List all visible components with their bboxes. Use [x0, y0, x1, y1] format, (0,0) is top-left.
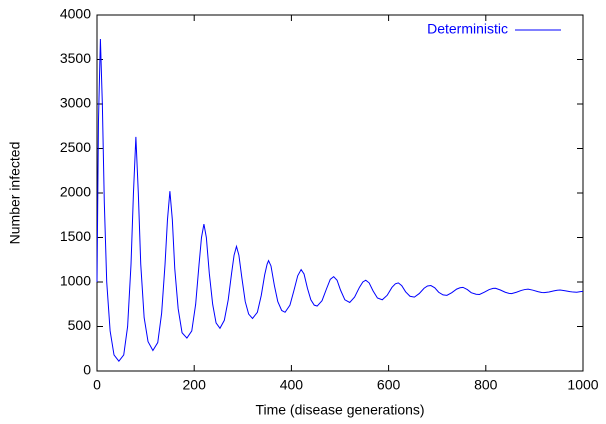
y-tick-label: 3000	[60, 95, 91, 111]
x-axis-label: Time (disease generations)	[255, 402, 424, 418]
x-tick-label: 200	[183, 377, 207, 393]
y-tick-label: 1000	[60, 273, 91, 289]
x-tick-label: 1000	[567, 377, 598, 393]
x-tick-label: 800	[474, 377, 498, 393]
y-tick-label: 500	[68, 317, 92, 333]
x-tick-label: 600	[377, 377, 401, 393]
legend-label: Deterministic	[427, 21, 508, 37]
x-tick-label: 400	[280, 377, 304, 393]
y-tick-label: 2000	[60, 184, 91, 200]
x-tick-label: 0	[93, 377, 101, 393]
y-tick-label: 3500	[60, 50, 91, 66]
data-line	[96, 39, 584, 363]
y-tick-label: 1500	[60, 228, 91, 244]
y-tick-label: 2500	[60, 139, 91, 155]
y-axis-label: Number infected	[7, 142, 23, 245]
y-tick-label: 0	[83, 362, 91, 378]
y-tick-label: 4000	[60, 6, 91, 22]
